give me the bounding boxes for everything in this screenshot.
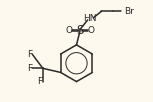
Text: Br: Br [124, 7, 134, 16]
Text: O: O [88, 26, 95, 35]
Text: F: F [27, 64, 32, 73]
Text: F: F [37, 77, 43, 86]
Text: HN: HN [84, 14, 97, 23]
Text: O: O [65, 26, 72, 35]
Text: F: F [27, 50, 32, 59]
Text: S: S [76, 24, 84, 37]
